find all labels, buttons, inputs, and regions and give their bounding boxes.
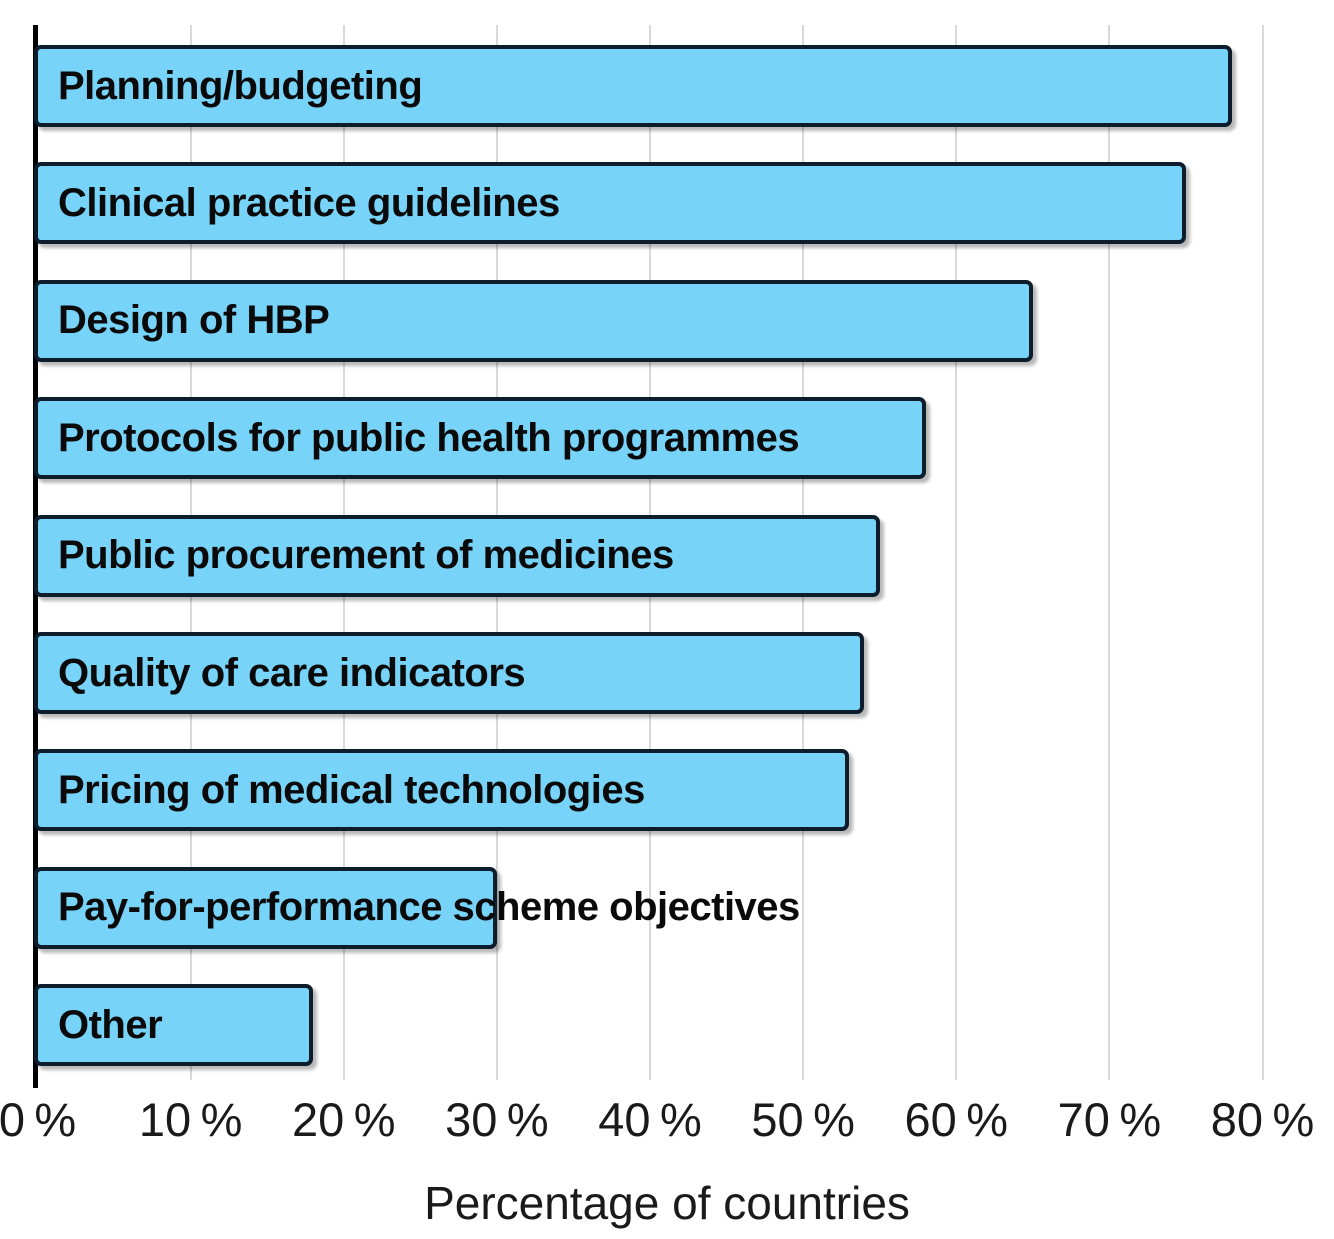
bar-label: Pay-for-performance scheme objectives [58, 885, 800, 930]
x-tick-label: 40 % [598, 1093, 702, 1146]
bar-label: Clinical practice guidelines [58, 180, 560, 225]
x-tick-label: 30 % [445, 1093, 549, 1146]
bar: Other [34, 984, 314, 1067]
x-axis-title: Percentage of countries [424, 1177, 910, 1229]
x-tick-label: 80 % [1210, 1093, 1315, 1146]
bar: Planning/budgeting [34, 45, 1232, 127]
bar: Design of HBP [34, 279, 1033, 362]
x-tick-label: 10 % [138, 1093, 243, 1146]
bar-label: Pricing of medical technologies [58, 767, 645, 812]
x-tick-label: 0 % [0, 1093, 77, 1146]
bar-label: Public procurement of medicines [58, 533, 674, 578]
gridline-60 [955, 25, 958, 1080]
x-tick-label: 20 % [292, 1093, 396, 1146]
bar-label: Protocols for public health programmes [58, 415, 800, 460]
x-tick-label: 60 % [904, 1093, 1008, 1146]
bar-label: Design of HBP [58, 298, 330, 343]
bar-label: Quality of care indicators [58, 650, 526, 695]
x-tick-label: 50 % [751, 1093, 855, 1146]
bar-label: Other [58, 1002, 163, 1047]
bar: Quality of care indicators [34, 632, 865, 714]
bar: Pay-for-performance scheme objectives [34, 866, 800, 949]
bar: Clinical practice guidelines [34, 162, 1186, 245]
x-tick-label: 70 % [1057, 1093, 1162, 1146]
gridline-80 [1261, 25, 1264, 1080]
bar: Pricing of medical technologies [34, 749, 850, 832]
bar: Protocols for public health programmes [34, 397, 926, 480]
bar: Public procurement of medicines [34, 514, 880, 597]
bar-label: Planning/budgeting [58, 63, 423, 108]
gridline-70 [1108, 25, 1111, 1080]
